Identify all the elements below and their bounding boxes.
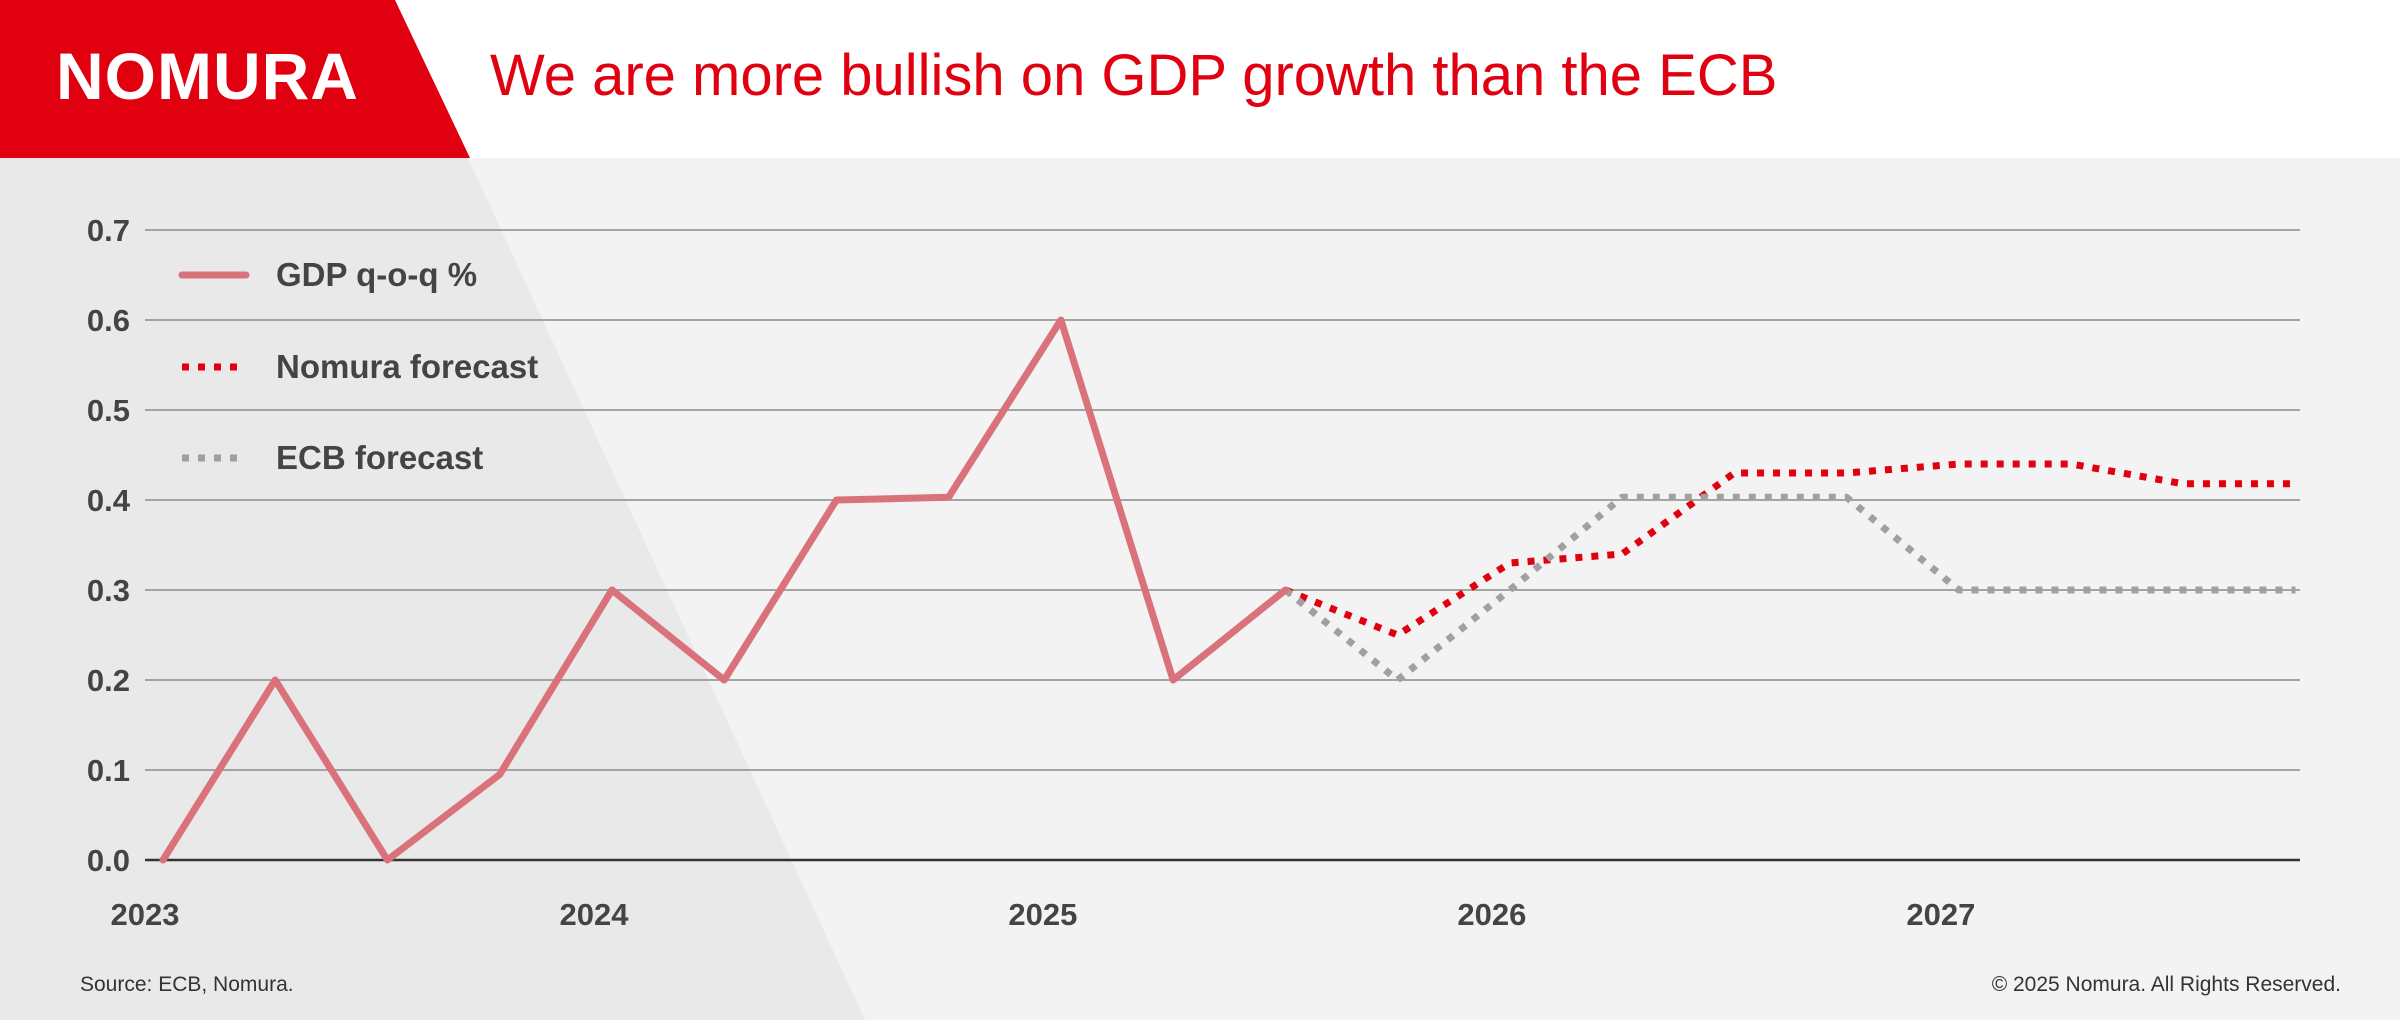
x-tick-label: 2023 bbox=[111, 897, 180, 932]
y-tick-label: 0.1 bbox=[87, 753, 130, 788]
legend-label: ECB forecast bbox=[276, 439, 483, 476]
source-note: Source: ECB, Nomura. bbox=[80, 973, 294, 996]
chart-title: We are more bullish on GDP growth than t… bbox=[490, 43, 1778, 108]
line-chart: 0.00.10.20.30.40.50.60.7 2023 2024 2025 202… bbox=[0, 158, 2300, 1020]
series-line-1 bbox=[1284, 460, 2296, 639]
x-tick-label: 2025 bbox=[1008, 897, 1077, 932]
series-line-2 bbox=[1283, 493, 2296, 684]
legend-label: Nomura forecast bbox=[276, 348, 538, 385]
x-tick-label: 2026 bbox=[1457, 897, 1526, 932]
y-tick-label: 0.2 bbox=[87, 663, 130, 698]
nomura-logo: NOMURA bbox=[56, 39, 359, 113]
series-lines bbox=[159, 316, 2296, 864]
decorative-triangle bbox=[0, 158, 865, 1020]
logo-background bbox=[0, 0, 470, 158]
copyright-note: © 2025 Nomura. All Rights Reserved. bbox=[1991, 973, 2341, 996]
x-tick-label: 2027 bbox=[1906, 897, 1975, 932]
legend-label: GDP q-o-q % bbox=[276, 256, 477, 293]
grid-lines bbox=[145, 229, 2300, 862]
header-bar: NOMURA We are more bullish on GDP growth… bbox=[0, 0, 2400, 158]
y-tick-label: 0.6 bbox=[87, 303, 130, 338]
x-axis-ticks: 2023 2024 2025 2026 2027 bbox=[111, 897, 1976, 932]
legend: GDP q-o-q % Nomura forecast ECB forecast bbox=[178, 256, 538, 476]
y-tick-label: 0.5 bbox=[87, 393, 130, 428]
y-tick-label: 0.4 bbox=[87, 483, 131, 518]
y-axis-ticks: 0.0 0.1 0.2 0.3 0.4 0.5 0.6 0.7 bbox=[87, 213, 131, 878]
series-line-0 bbox=[159, 316, 1289, 864]
logo-red-block bbox=[0, 0, 470, 158]
y-tick-label: 0.7 bbox=[87, 213, 130, 248]
x-tick-label: 2024 bbox=[559, 897, 629, 932]
y-tick-label: 0.3 bbox=[87, 573, 130, 608]
y-tick-label: 0.0 bbox=[87, 843, 130, 878]
